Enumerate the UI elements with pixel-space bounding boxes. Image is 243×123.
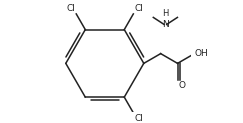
Text: H: H xyxy=(162,9,169,18)
Text: O: O xyxy=(178,81,185,90)
Text: N: N xyxy=(162,20,168,29)
Text: Cl: Cl xyxy=(134,114,143,123)
Text: Cl: Cl xyxy=(134,4,143,13)
Text: OH: OH xyxy=(195,49,209,58)
Text: Cl: Cl xyxy=(67,4,76,13)
